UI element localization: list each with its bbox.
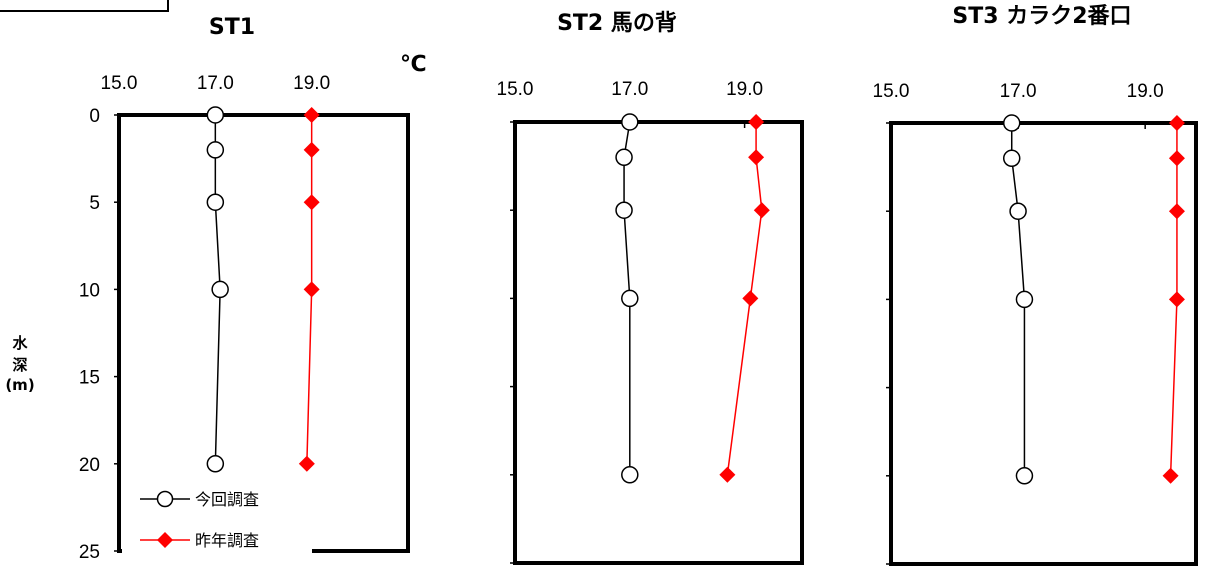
data-point-current xyxy=(615,201,633,219)
unit-label: ℃ xyxy=(400,52,427,77)
data-point-last-year xyxy=(303,107,320,123)
y-tick-label: 10 xyxy=(79,280,100,301)
data-point-last-year xyxy=(1162,467,1179,484)
y-tick-label: 20 xyxy=(79,455,100,476)
data-point-last-year xyxy=(719,466,736,483)
data-point-last-year xyxy=(748,149,765,166)
chart-title: ST1 xyxy=(209,15,255,40)
data-point-last-year xyxy=(742,290,759,307)
legend: 今回調査 昨年調査 xyxy=(122,479,312,554)
data-point-current xyxy=(206,193,225,211)
x-tick-label: 19.0 xyxy=(726,79,763,100)
y-axis-label: 水 深 (m) xyxy=(5,334,34,394)
data-point-current xyxy=(211,280,229,299)
y-tick-label: 25 xyxy=(79,542,100,563)
series-current xyxy=(615,113,639,484)
charts: ST1 15.0 17.0 19.0 0 5 10 15 20 25 ST2 馬の背 15.0 17.0… xyxy=(79,4,1198,566)
data-point-last-year xyxy=(298,455,315,472)
data-point-current xyxy=(1002,114,1021,132)
y-tick-label: 15 xyxy=(79,368,100,389)
x-tick-label: 17.0 xyxy=(611,79,648,100)
series-current xyxy=(206,106,229,473)
series-last-year xyxy=(719,114,770,483)
y-axis-label-2: 深 xyxy=(12,356,27,374)
y-tick-label: 5 xyxy=(89,193,100,214)
corner-frame xyxy=(0,0,169,12)
data-point-last-year xyxy=(303,194,320,211)
data-point-current xyxy=(615,148,633,167)
data-point-last-year xyxy=(1168,291,1185,308)
x-tick-label: 17.0 xyxy=(1000,81,1037,102)
plot-frame xyxy=(889,121,1198,566)
series-last-year xyxy=(298,107,320,472)
data-point-current xyxy=(206,455,225,473)
chart-st1: ST1 15.0 17.0 19.0 0 5 10 15 20 25 xyxy=(79,15,410,563)
data-point-current xyxy=(206,141,225,159)
legend-label-last-year: 昨年調査 xyxy=(195,531,259,550)
series-last-year xyxy=(1162,115,1185,484)
legend-label-current: 今回調査 xyxy=(195,490,259,509)
x-tick-label: 15.0 xyxy=(101,73,138,94)
data-point-current xyxy=(1009,202,1027,220)
x-tick-label: 17.0 xyxy=(197,73,234,94)
legend-box xyxy=(122,479,312,554)
x-tick-label: 15.0 xyxy=(497,79,534,100)
legend-item-current: 今回調査 xyxy=(140,490,259,509)
data-point-last-year xyxy=(748,114,765,130)
chart-st3: ST3 カラク2番口 15.0 17.0 19.0 xyxy=(873,4,1198,566)
data-point-current xyxy=(621,289,639,308)
chart-title: ST2 馬の背 xyxy=(557,11,677,36)
legend-item-last-year: 昨年調査 xyxy=(140,531,259,550)
chart-title: ST3 カラク2番口 xyxy=(952,4,1131,29)
x-tick-label: 19.0 xyxy=(1127,81,1164,102)
legend-marker-current xyxy=(156,490,174,508)
legend-marker-last-year xyxy=(157,532,173,548)
data-point-current xyxy=(206,106,225,124)
y-tick-label: 0 xyxy=(89,106,100,127)
data-point-last-year xyxy=(1168,115,1185,131)
data-point-last-year xyxy=(303,141,320,158)
chart-st2: ST2 馬の背 15.0 17.0 19.0 xyxy=(497,11,804,565)
series-current xyxy=(1002,114,1034,485)
plot-frame xyxy=(513,120,804,565)
data-point-current xyxy=(1002,149,1021,168)
data-point-last-year xyxy=(1168,203,1185,220)
data-point-last-year xyxy=(1168,150,1185,167)
data-point-current xyxy=(621,113,639,131)
data-point-current xyxy=(1015,290,1034,309)
data-point-current xyxy=(621,466,639,484)
x-tick-label: 19.0 xyxy=(293,73,330,94)
data-point-last-year xyxy=(753,202,770,219)
y-axis-label-1: 水 xyxy=(12,334,28,352)
data-point-current xyxy=(1015,467,1034,485)
y-axis-label-3: (m) xyxy=(5,376,34,394)
x-tick-label: 15.0 xyxy=(873,81,910,102)
data-point-last-year xyxy=(303,281,320,298)
